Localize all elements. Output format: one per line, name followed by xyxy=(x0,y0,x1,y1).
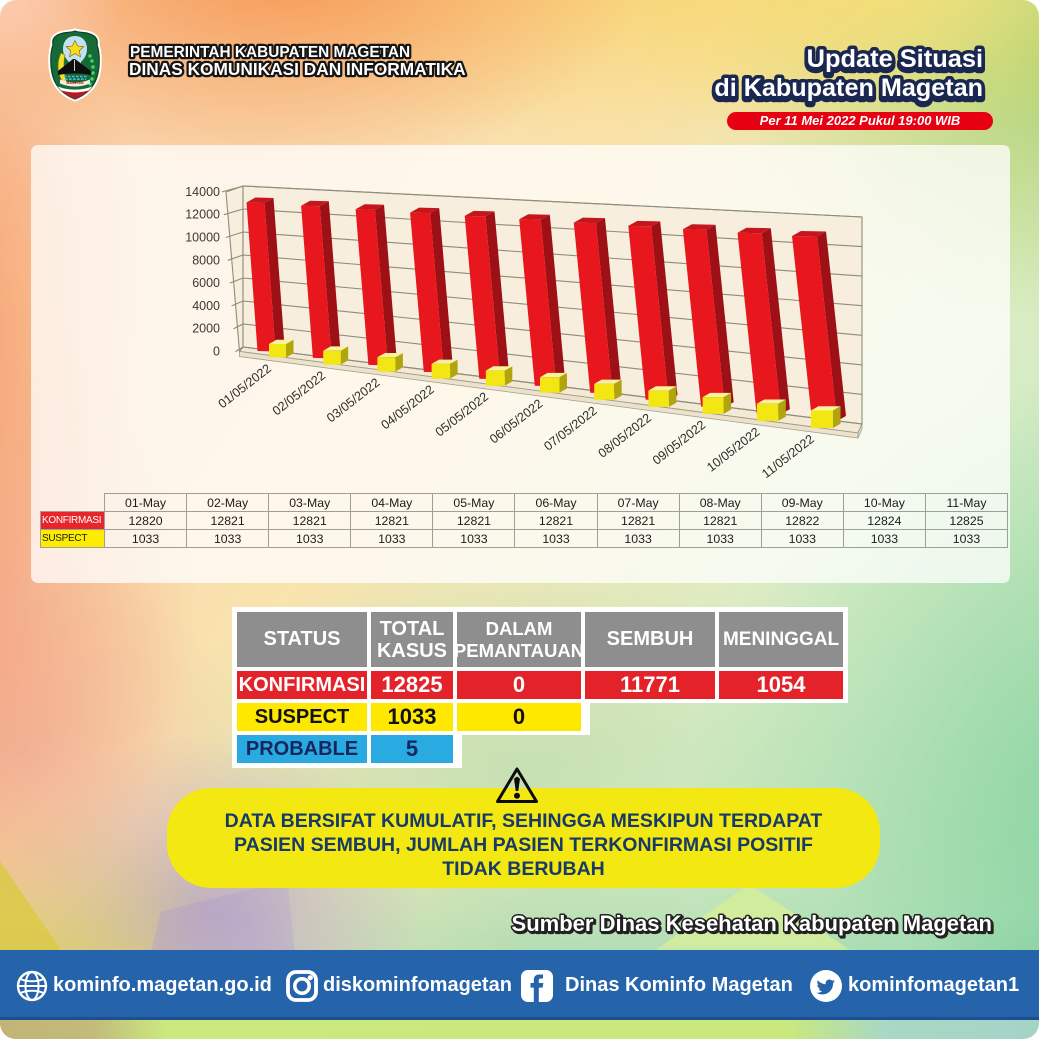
svg-text:12000: 12000 xyxy=(185,208,220,222)
svg-text:11/05/2022: 11/05/2022 xyxy=(759,432,817,481)
svg-text:2000: 2000 xyxy=(192,322,220,336)
svg-text:DINAS KOMUNIKASI DAN INFORMATI: DINAS KOMUNIKASI DAN INFORMATIKA xyxy=(129,59,466,79)
svg-text:09/05/2022: 09/05/2022 xyxy=(650,418,708,468)
svg-text:8000: 8000 xyxy=(192,253,220,267)
svg-text:02/05/2022: 02/05/2022 xyxy=(270,368,328,418)
svg-text:6000: 6000 xyxy=(192,276,220,290)
svg-text:di Kabupaten Magetan: di Kabupaten Magetan xyxy=(714,77,983,105)
svg-text:07/05/2022: 07/05/2022 xyxy=(541,404,599,454)
svg-text:MAGETAN: MAGETAN xyxy=(67,81,84,85)
svg-text:01/05/2022: 01/05/2022 xyxy=(216,361,274,411)
svg-text:10/05/2022: 10/05/2022 xyxy=(704,425,762,475)
svg-text:di Kabupaten Magetan: di Kabupaten Magetan xyxy=(714,74,983,102)
svg-text:08/05/2022: 08/05/2022 xyxy=(596,411,654,461)
svg-text:Update Situasi: Update Situasi xyxy=(807,48,983,76)
svg-text:PEMERINTAH KABUPATEN MAGETAN: PEMERINTAH KABUPATEN MAGETAN xyxy=(130,44,410,61)
svg-text:0: 0 xyxy=(213,345,220,359)
svg-text:10000: 10000 xyxy=(185,231,220,245)
svg-text:Sumber Dinas Kesehatan Kabupat: Sumber Dinas Kesehatan Kabupaten Magetan xyxy=(512,911,992,936)
svg-text:03/05/2022: 03/05/2022 xyxy=(324,375,382,425)
svg-text:Update Situasi: Update Situasi xyxy=(807,45,983,73)
svg-text:06/05/2022: 06/05/2022 xyxy=(487,397,545,447)
svg-text:4000: 4000 xyxy=(192,299,220,313)
svg-text:Sumber Dinas Kesehatan Kabupat: Sumber Dinas Kesehatan Kabupaten Magetan xyxy=(513,913,993,938)
svg-text:14000: 14000 xyxy=(185,185,220,199)
svg-text:04/05/2022: 04/05/2022 xyxy=(378,382,436,432)
svg-text:05/05/2022: 05/05/2022 xyxy=(433,390,491,440)
